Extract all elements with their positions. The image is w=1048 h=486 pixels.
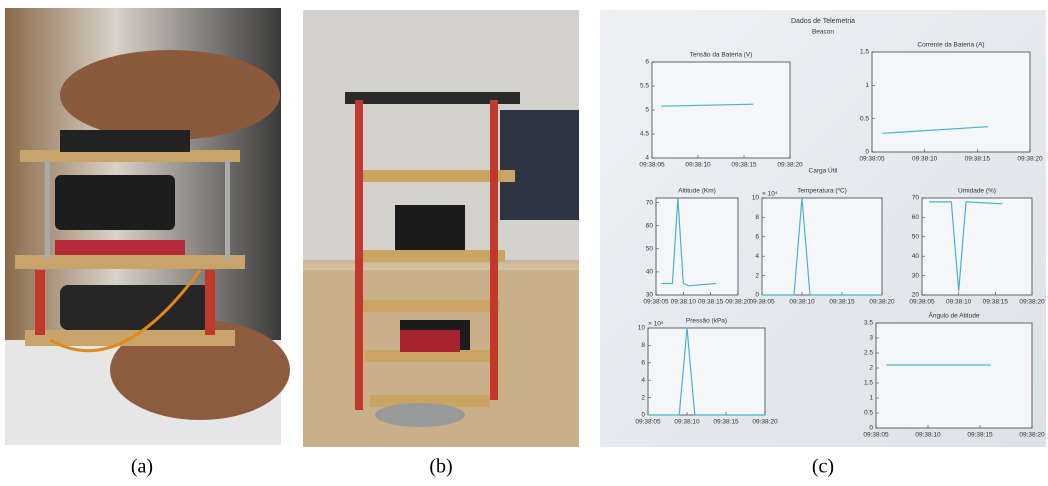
x-tick-label: 09:38:20 bbox=[1017, 156, 1043, 163]
y-tick-label: 30 bbox=[646, 292, 654, 299]
x-tick-label: 09:38:20 bbox=[777, 162, 803, 169]
x-tick-label: 09:38:15 bbox=[731, 162, 757, 169]
x-tick-label: 09:38:15 bbox=[713, 419, 739, 426]
y-tick-label: 0.5 bbox=[860, 115, 869, 122]
y-tick-label: 5.5 bbox=[640, 83, 649, 90]
y-tick-label: 1 bbox=[865, 82, 869, 89]
y-tick-label: 6 bbox=[641, 360, 645, 367]
x-tick-label: 09:38:20 bbox=[1019, 299, 1045, 306]
y-tick-label: 4 bbox=[755, 253, 759, 260]
y-tick-label: 0 bbox=[865, 149, 869, 156]
y-tick-label: 5 bbox=[645, 107, 649, 114]
plot-frame bbox=[652, 62, 790, 158]
x-tick-label: 09:38:15 bbox=[829, 299, 855, 306]
y-tick-label: 30 bbox=[912, 272, 920, 279]
x-tick-label: 09:38:05 bbox=[643, 299, 669, 306]
y-tick-label: 0 bbox=[641, 412, 645, 419]
offset-label: × 10⁵ bbox=[648, 321, 664, 328]
y-tick-label: 0.5 bbox=[864, 410, 873, 417]
y-tick-label: 0 bbox=[869, 425, 873, 432]
y-tick-label: 40 bbox=[912, 253, 920, 260]
offset-label: × 10⁴ bbox=[762, 191, 778, 198]
y-tick-label: 2 bbox=[869, 365, 873, 372]
y-tick-label: 20 bbox=[912, 292, 920, 299]
panel-label: (b) bbox=[429, 456, 452, 478]
panel-label: (a) bbox=[131, 456, 153, 478]
screen-subtitle: Beacon bbox=[812, 29, 834, 36]
figure: Dados de Telemetria Beacon Carga Útil (a… bbox=[0, 0, 1048, 481]
x-tick-label: 09:38:20 bbox=[869, 299, 895, 306]
y-tick-label: 3.5 bbox=[864, 320, 873, 327]
y-tick-label: 70 bbox=[912, 195, 920, 202]
y-tick-label: 10 bbox=[638, 325, 646, 332]
panel-label: (c) bbox=[812, 456, 834, 478]
plot-title: Tensão da Bateria (V) bbox=[690, 52, 753, 59]
y-tick-label: 3 bbox=[869, 335, 873, 342]
x-tick-label: 09:38:05 bbox=[749, 299, 775, 306]
x-tick-label: 09:38:15 bbox=[967, 432, 993, 439]
y-tick-label: 40 bbox=[646, 269, 654, 276]
x-tick-label: 09:38:10 bbox=[671, 299, 697, 306]
plot-title: Corrente da Bateria (A) bbox=[917, 42, 984, 49]
x-tick-label: 09:38:10 bbox=[912, 156, 938, 163]
plot-frame bbox=[876, 323, 1032, 428]
x-tick-label: 09:38:10 bbox=[674, 419, 700, 426]
x-tick-label: 09:38:20 bbox=[1019, 432, 1045, 439]
photo-b bbox=[303, 10, 579, 447]
x-tick-label: 09:38:10 bbox=[685, 162, 711, 169]
section-label: Carga Útil bbox=[809, 166, 838, 175]
plot-frame bbox=[872, 52, 1030, 152]
y-tick-label: 50 bbox=[912, 234, 920, 241]
y-tick-label: 4 bbox=[645, 155, 649, 162]
x-tick-label: 09:38:05 bbox=[635, 419, 661, 426]
x-tick-label: 09:38:05 bbox=[863, 432, 889, 439]
y-tick-label: 4.5 bbox=[640, 131, 649, 138]
plot-title: Altitude (Km) bbox=[678, 188, 716, 195]
x-tick-label: 09:38:15 bbox=[965, 156, 991, 163]
y-tick-label: 8 bbox=[641, 342, 645, 349]
x-tick-label: 09:38:10 bbox=[915, 432, 941, 439]
plot-frame bbox=[922, 198, 1032, 295]
x-tick-label: 09:38:20 bbox=[752, 419, 778, 426]
y-tick-label: 0 bbox=[755, 292, 759, 299]
y-tick-label: 2 bbox=[641, 394, 645, 401]
y-tick-label: 2.5 bbox=[864, 350, 873, 357]
plot-title: Umidade (%) bbox=[958, 188, 996, 195]
y-tick-label: 6 bbox=[645, 59, 649, 66]
x-tick-label: 09:38:15 bbox=[698, 299, 724, 306]
x-tick-label: 09:38:20 bbox=[725, 299, 751, 306]
y-tick-label: 10 bbox=[752, 195, 760, 202]
y-tick-label: 1.5 bbox=[860, 49, 869, 56]
y-tick-label: 70 bbox=[646, 199, 654, 206]
plot-frame bbox=[762, 198, 882, 295]
photo-a bbox=[5, 8, 290, 445]
y-tick-label: 60 bbox=[912, 214, 920, 221]
plot-frame bbox=[656, 198, 738, 295]
y-tick-label: 6 bbox=[755, 234, 759, 241]
x-tick-label: 09:38:10 bbox=[946, 299, 972, 306]
x-tick-label: 09:38:05 bbox=[859, 156, 885, 163]
plot-title: Temperatura (ºC) bbox=[797, 188, 847, 195]
y-tick-label: 2 bbox=[755, 272, 759, 279]
screen-title: Dados de Telemetria bbox=[791, 18, 855, 25]
y-tick-label: 8 bbox=[755, 214, 759, 221]
y-tick-label: 50 bbox=[646, 246, 654, 253]
x-tick-label: 09:38:05 bbox=[909, 299, 935, 306]
x-tick-label: 09:38:10 bbox=[789, 299, 815, 306]
x-tick-label: 09:38:05 bbox=[639, 162, 665, 169]
plot-title: Ângulo de Atitude bbox=[929, 311, 980, 320]
y-tick-label: 60 bbox=[646, 222, 654, 229]
plot-frame bbox=[648, 328, 765, 415]
y-tick-label: 1 bbox=[869, 395, 873, 402]
x-tick-label: 09:38:15 bbox=[983, 299, 1009, 306]
plot-title: Pressão (kPa) bbox=[686, 318, 727, 325]
y-tick-label: 1.5 bbox=[864, 380, 873, 387]
y-tick-label: 4 bbox=[641, 377, 645, 384]
